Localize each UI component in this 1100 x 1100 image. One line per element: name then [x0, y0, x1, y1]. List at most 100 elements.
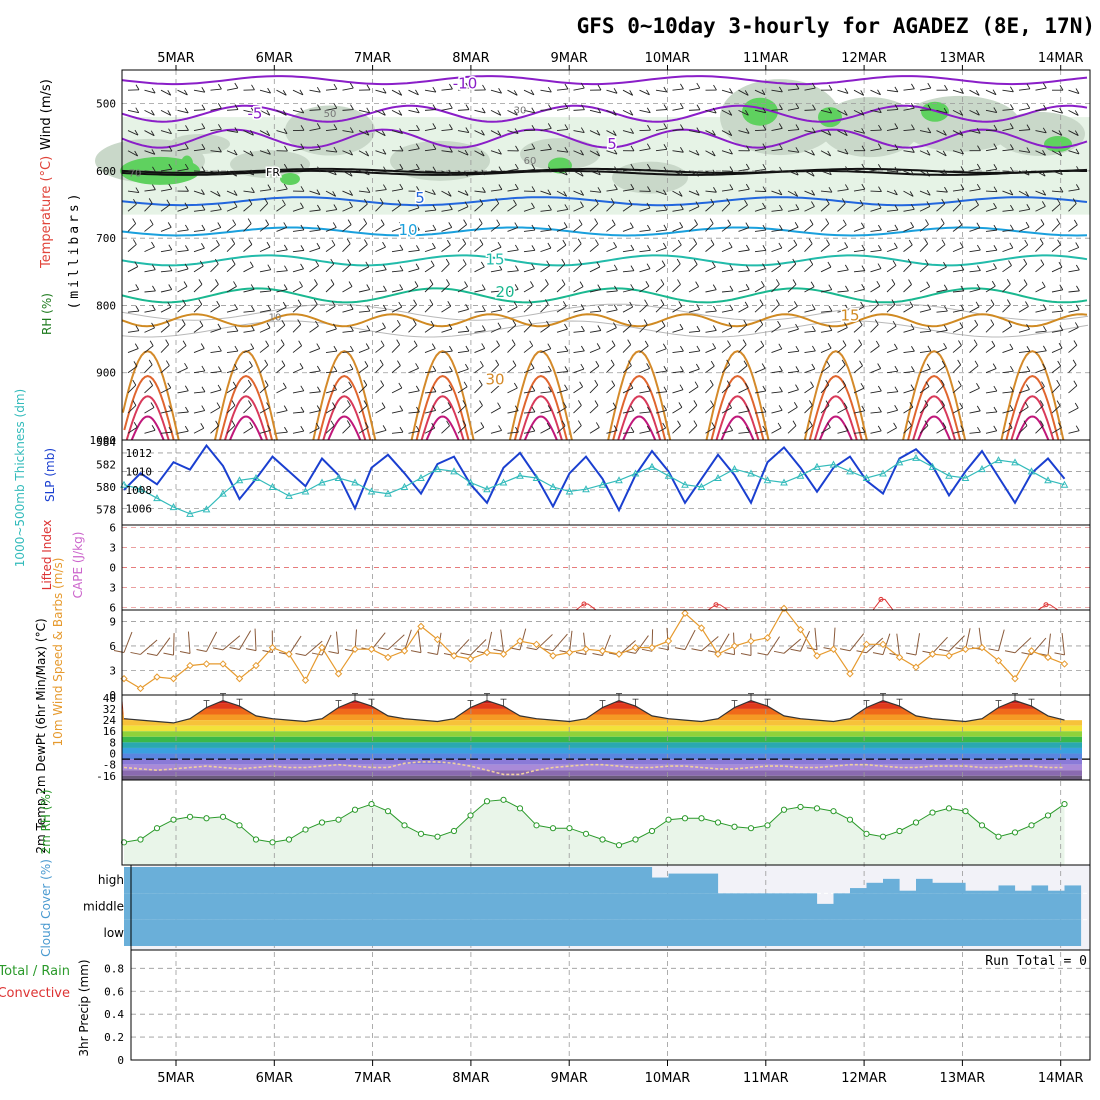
wind-barb-flag: [168, 128, 172, 134]
cloud-cell-middle: [355, 893, 372, 920]
wind-barb-flag: [974, 319, 979, 326]
wind-barb: [870, 285, 881, 293]
rh2m-point: [912, 819, 920, 826]
wind-barb: [804, 243, 813, 252]
wind-barb-flag: [201, 166, 206, 172]
wind-barb: [160, 109, 172, 116]
wind-barb: [210, 425, 219, 434]
wind-barb-flag: [381, 402, 386, 408]
cloud-tick-label: middle: [83, 900, 124, 914]
wind-barb-flag: [432, 86, 437, 93]
wind-barb-flag: [234, 325, 239, 332]
wind-barb-flag: [942, 150, 947, 157]
surface-wind-barb: [187, 631, 191, 654]
wind-barb: [1002, 265, 1012, 273]
date-label-top: 10MAR: [645, 51, 691, 66]
wind-barb: [391, 270, 403, 273]
wind-barb: [919, 87, 931, 91]
wind-barb-flag: [926, 201, 931, 207]
cloud-cell-middle: [206, 893, 224, 920]
cloud-cell-middle: [866, 893, 884, 920]
wind-barb-flag: [512, 319, 517, 326]
wind-barb-flag: [828, 284, 833, 290]
wind-barb: [391, 324, 401, 333]
wind-barb: [919, 425, 929, 434]
wind-barb-flag: [1024, 239, 1029, 246]
wind-barb: [474, 223, 483, 232]
wind-barb-flag: [316, 343, 321, 349]
wind-barb-flag: [415, 202, 420, 209]
isotherm-line: [121, 75, 1088, 86]
wind-barb-flag: [844, 425, 849, 431]
wind-barb-flag: [743, 360, 748, 366]
wind-barb-flag: [365, 129, 370, 136]
cloud-cell-high: [602, 867, 620, 894]
wind-barb-flag: [910, 169, 915, 176]
wind-barb: [342, 190, 353, 196]
wind-barb-flag: [1072, 198, 1077, 204]
wind-barb-flag: [1056, 400, 1061, 406]
wind-barb: [177, 207, 189, 212]
wind-barb: [903, 328, 915, 333]
wind-barb: [589, 170, 601, 176]
wind-barb: [292, 89, 304, 96]
wind-barb-flag: [861, 426, 866, 433]
isotherm-label: 20: [495, 283, 514, 301]
wind-barb: [754, 430, 766, 434]
pressure-tick-label: 700: [96, 232, 116, 245]
wind-barb: [523, 268, 535, 273]
wind-barb-flag: [497, 322, 502, 328]
wind-barb: [985, 390, 997, 394]
li-tick-label: 3: [109, 581, 116, 594]
wind-barb-flag: [267, 264, 272, 270]
wind-barb: [985, 207, 997, 212]
wind-barb-flag: [1009, 224, 1014, 231]
wind-barb: [259, 290, 271, 293]
wind-barb-flag: [693, 400, 698, 406]
isotherm-label: 30: [485, 370, 504, 388]
wind-barb: [903, 244, 913, 252]
wind-barb: [1035, 224, 1045, 232]
wind-barb-flag: [349, 82, 354, 89]
wind-barb-flag: [745, 284, 750, 290]
wind-barb: [144, 385, 153, 394]
wind-barb-flag: [151, 241, 155, 248]
wind-barb-flag: [924, 400, 929, 406]
wind-barb-flag: [713, 187, 717, 193]
wind-barb-flag: [546, 320, 550, 327]
wind-barb: [276, 227, 287, 232]
wind-barb-flag: [891, 299, 896, 305]
wind-barb: [424, 229, 436, 232]
wind-barb: [226, 368, 238, 374]
wind-barb: [1035, 368, 1046, 374]
wind-barb-flag: [1074, 110, 1079, 116]
wind-barb: [870, 168, 882, 172]
wind-barb: [754, 109, 766, 114]
cloud-cell-low: [173, 919, 191, 946]
wind-barb: [1068, 385, 1078, 394]
wind-barb-flag: [778, 86, 783, 93]
wind-barb: [210, 350, 222, 353]
wind-barb: [573, 190, 584, 196]
wind-barb: [127, 170, 139, 176]
wind-barb-flag: [777, 320, 781, 327]
wind-barb: [952, 150, 964, 155]
surface-wind-barb: [1014, 637, 1032, 654]
wind-barb-flag: [380, 380, 385, 386]
wind-barb-flag: [876, 280, 881, 287]
slp-ylabel: SLP (mb): [43, 448, 57, 502]
wind-barb-flag: [498, 88, 502, 94]
wind-barb: [1002, 209, 1014, 212]
wind-barb-flag: [1073, 219, 1078, 226]
wind-barb: [160, 289, 172, 293]
wind-barb-flag: [347, 400, 351, 406]
wind-barb: [342, 87, 354, 91]
wind-barb-flag: [397, 360, 401, 366]
date-label-bottom: 11MAR: [743, 1071, 789, 1086]
wind-barb: [507, 324, 517, 333]
date-label-bottom: 8MAR: [452, 1071, 489, 1086]
cloud-cell-middle: [602, 893, 620, 920]
wind-barb-flag: [695, 363, 700, 370]
wind-barb-flag: [993, 406, 998, 413]
surface-wind-barb: [767, 636, 780, 656]
